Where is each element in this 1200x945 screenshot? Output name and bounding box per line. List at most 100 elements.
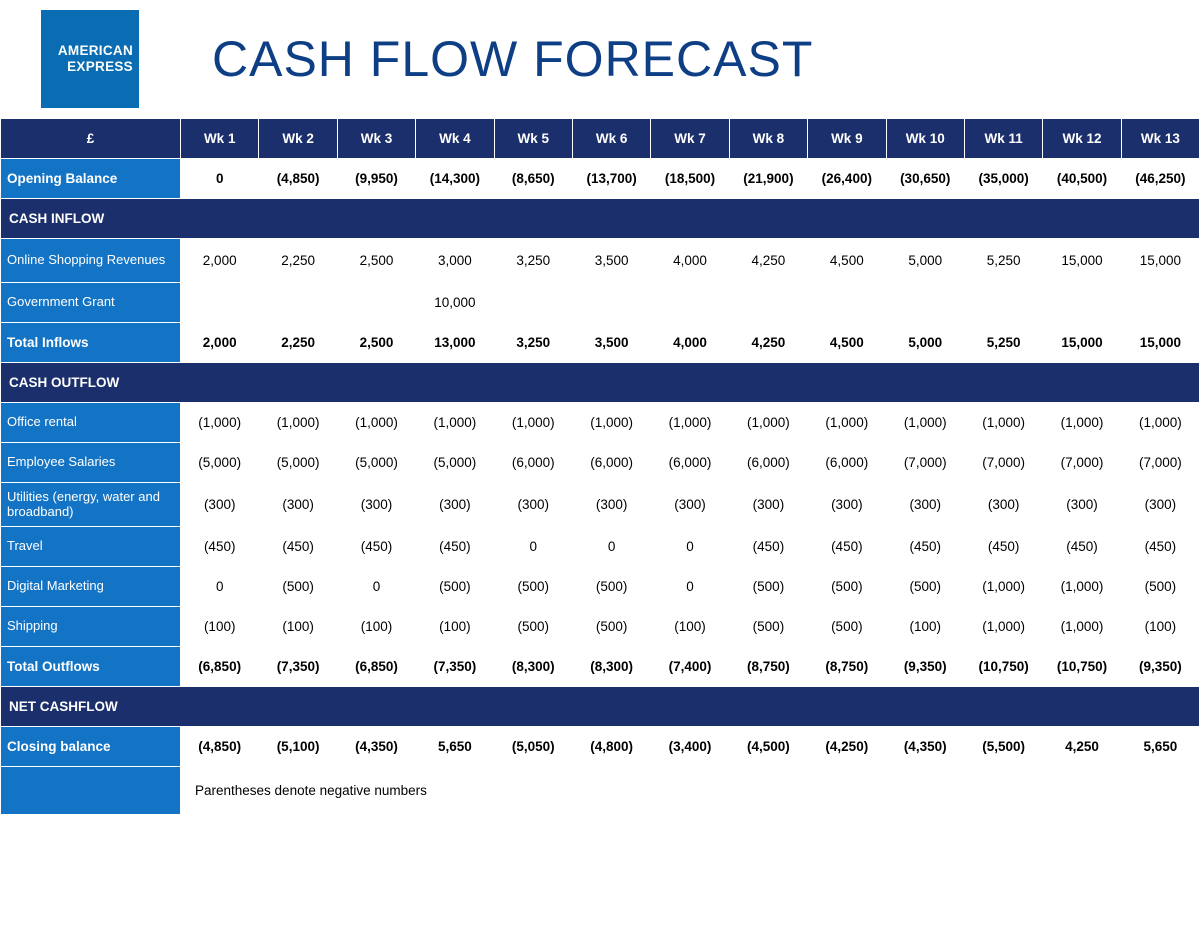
outflow-row2-wk7: (300) bbox=[651, 483, 729, 527]
outflow-row4-wk1: 0 bbox=[181, 567, 259, 607]
outflow-row3-wk7: 0 bbox=[651, 527, 729, 567]
total-outflows-wk7: (7,400) bbox=[651, 647, 729, 687]
inflow-row0-wk3: 2,500 bbox=[337, 239, 415, 283]
total-outflows-wk10: (9,350) bbox=[886, 647, 964, 687]
outflow-row5-wk8: (500) bbox=[729, 607, 807, 647]
outflow-row4-wk9: (500) bbox=[808, 567, 886, 607]
closing-balance-wk4: 5,650 bbox=[416, 727, 494, 767]
total-outflows-wk12: (10,750) bbox=[1043, 647, 1121, 687]
header-row: £Wk 1Wk 2Wk 3Wk 4Wk 5Wk 6Wk 7Wk 8Wk 9Wk … bbox=[1, 119, 1200, 159]
opening-balance-wk8: (21,900) bbox=[729, 159, 807, 199]
outflow-row2-wk2: (300) bbox=[259, 483, 337, 527]
inflow-row-1: Government Grant10,000 bbox=[1, 283, 1200, 323]
outflow-row1-wk3: (5,000) bbox=[337, 443, 415, 483]
outflow-row2-wk5: (300) bbox=[494, 483, 572, 527]
closing-balance-wk6: (4,800) bbox=[572, 727, 650, 767]
inflow-row0-wk10: 5,000 bbox=[886, 239, 964, 283]
closing-balance-wk10: (4,350) bbox=[886, 727, 964, 767]
outflow-row1-wk7: (6,000) bbox=[651, 443, 729, 483]
outflow-row0-wk3: (1,000) bbox=[337, 403, 415, 443]
outflow-row-label-2: Utilities (energy, water and broadband) bbox=[1, 483, 181, 527]
inflow-row0-wk2: 2,250 bbox=[259, 239, 337, 283]
closing-balance-wk5: (5,050) bbox=[494, 727, 572, 767]
outflow-row4-wk4: (500) bbox=[416, 567, 494, 607]
inflow-row1-wk12 bbox=[1043, 283, 1121, 323]
total-outflows-wk13: (9,350) bbox=[1121, 647, 1199, 687]
outflow-row2-wk11: (300) bbox=[964, 483, 1042, 527]
outflow-row2-wk3: (300) bbox=[337, 483, 415, 527]
opening-balance-wk13: (46,250) bbox=[1121, 159, 1199, 199]
closing-balance-wk8: (4,500) bbox=[729, 727, 807, 767]
outflow-row2-wk1: (300) bbox=[181, 483, 259, 527]
outflow-row0-wk10: (1,000) bbox=[886, 403, 964, 443]
total-outflows-wk8: (8,750) bbox=[729, 647, 807, 687]
outflow-row0-wk1: (1,000) bbox=[181, 403, 259, 443]
outflow-row3-wk13: (450) bbox=[1121, 527, 1199, 567]
outflow-row0-wk4: (1,000) bbox=[416, 403, 494, 443]
total-outflows-label: Total Outflows bbox=[1, 647, 181, 687]
total-outflows-wk6: (8,300) bbox=[572, 647, 650, 687]
outflow-row5-wk5: (500) bbox=[494, 607, 572, 647]
total-outflows-wk9: (8,750) bbox=[808, 647, 886, 687]
opening-balance-wk11: (35,000) bbox=[964, 159, 1042, 199]
total-inflows-label: Total Inflows bbox=[1, 323, 181, 363]
inflow-row1-wk4: 10,000 bbox=[416, 283, 494, 323]
inflow-row1-wk8 bbox=[729, 283, 807, 323]
logo-container: AMERICAN EXPRESS bbox=[0, 10, 180, 108]
outflow-row0-wk7: (1,000) bbox=[651, 403, 729, 443]
inflow-row0-wk9: 4,500 bbox=[808, 239, 886, 283]
logo-line1: AMERICAN bbox=[58, 43, 133, 59]
outflow-row3-wk5: 0 bbox=[494, 527, 572, 567]
closing-balance-wk11: (5,500) bbox=[964, 727, 1042, 767]
inflow-row-label-0: Online Shopping Revenues bbox=[1, 239, 181, 283]
inflow-row1-wk11 bbox=[964, 283, 1042, 323]
outflow-row5-wk10: (100) bbox=[886, 607, 964, 647]
cash-outflow-section-row: CASH OUTFLOW bbox=[1, 363, 1200, 403]
opening-balance-wk4: (14,300) bbox=[416, 159, 494, 199]
total-outflows-wk1: (6,850) bbox=[181, 647, 259, 687]
footnote-blank bbox=[1, 767, 181, 815]
closing-balance-wk9: (4,250) bbox=[808, 727, 886, 767]
closing-balance-wk12: 4,250 bbox=[1043, 727, 1121, 767]
opening-balance-wk7: (18,500) bbox=[651, 159, 729, 199]
net-cashflow-header: NET CASHFLOW bbox=[1, 687, 1200, 727]
closing-balance-wk7: (3,400) bbox=[651, 727, 729, 767]
outflow-row4-wk13: (500) bbox=[1121, 567, 1199, 607]
week-header-13: Wk 13 bbox=[1121, 119, 1199, 159]
inflow-row0-wk4: 3,000 bbox=[416, 239, 494, 283]
total-inflows-wk7: 4,000 bbox=[651, 323, 729, 363]
outflow-row2-wk13: (300) bbox=[1121, 483, 1199, 527]
week-header-6: Wk 6 bbox=[572, 119, 650, 159]
outflow-row1-wk9: (6,000) bbox=[808, 443, 886, 483]
opening-balance-row: Opening Balance0(4,850)(9,950)(14,300)(8… bbox=[1, 159, 1200, 199]
outflow-row4-wk8: (500) bbox=[729, 567, 807, 607]
inflow-row1-wk13 bbox=[1121, 283, 1199, 323]
outflow-row5-wk12: (1,000) bbox=[1043, 607, 1121, 647]
week-header-1: Wk 1 bbox=[181, 119, 259, 159]
outflow-row-4: Digital Marketing0(500)0(500)(500)(500)0… bbox=[1, 567, 1200, 607]
cash-inflow-header: CASH INFLOW bbox=[1, 199, 1200, 239]
opening-balance-wk1: 0 bbox=[181, 159, 259, 199]
outflow-row5-wk1: (100) bbox=[181, 607, 259, 647]
outflow-row-1: Employee Salaries(5,000)(5,000)(5,000)(5… bbox=[1, 443, 1200, 483]
inflow-row1-wk6 bbox=[572, 283, 650, 323]
cash-inflow-section-row: CASH INFLOW bbox=[1, 199, 1200, 239]
inflow-row0-wk5: 3,250 bbox=[494, 239, 572, 283]
total-inflows-wk9: 4,500 bbox=[808, 323, 886, 363]
opening-balance-wk10: (30,650) bbox=[886, 159, 964, 199]
outflow-row-label-1: Employee Salaries bbox=[1, 443, 181, 483]
total-inflows-wk12: 15,000 bbox=[1043, 323, 1121, 363]
cashflow-table: £Wk 1Wk 2Wk 3Wk 4Wk 5Wk 6Wk 7Wk 8Wk 9Wk … bbox=[0, 118, 1200, 815]
footnote-row: Parentheses denote negative numbers bbox=[1, 767, 1200, 815]
closing-balance-row: Closing balance(4,850)(5,100)(4,350)5,65… bbox=[1, 727, 1200, 767]
total-inflows-wk3: 2,500 bbox=[337, 323, 415, 363]
outflow-row4-wk10: (500) bbox=[886, 567, 964, 607]
inflow-row1-wk3 bbox=[337, 283, 415, 323]
total-inflows-wk11: 5,250 bbox=[964, 323, 1042, 363]
outflow-row0-wk2: (1,000) bbox=[259, 403, 337, 443]
inflow-row0-wk1: 2,000 bbox=[181, 239, 259, 283]
outflow-row4-wk12: (1,000) bbox=[1043, 567, 1121, 607]
total-outflows-row: Total Outflows(6,850)(7,350)(6,850)(7,35… bbox=[1, 647, 1200, 687]
outflow-row-label-0: Office rental bbox=[1, 403, 181, 443]
outflow-row-label-5: Shipping bbox=[1, 607, 181, 647]
